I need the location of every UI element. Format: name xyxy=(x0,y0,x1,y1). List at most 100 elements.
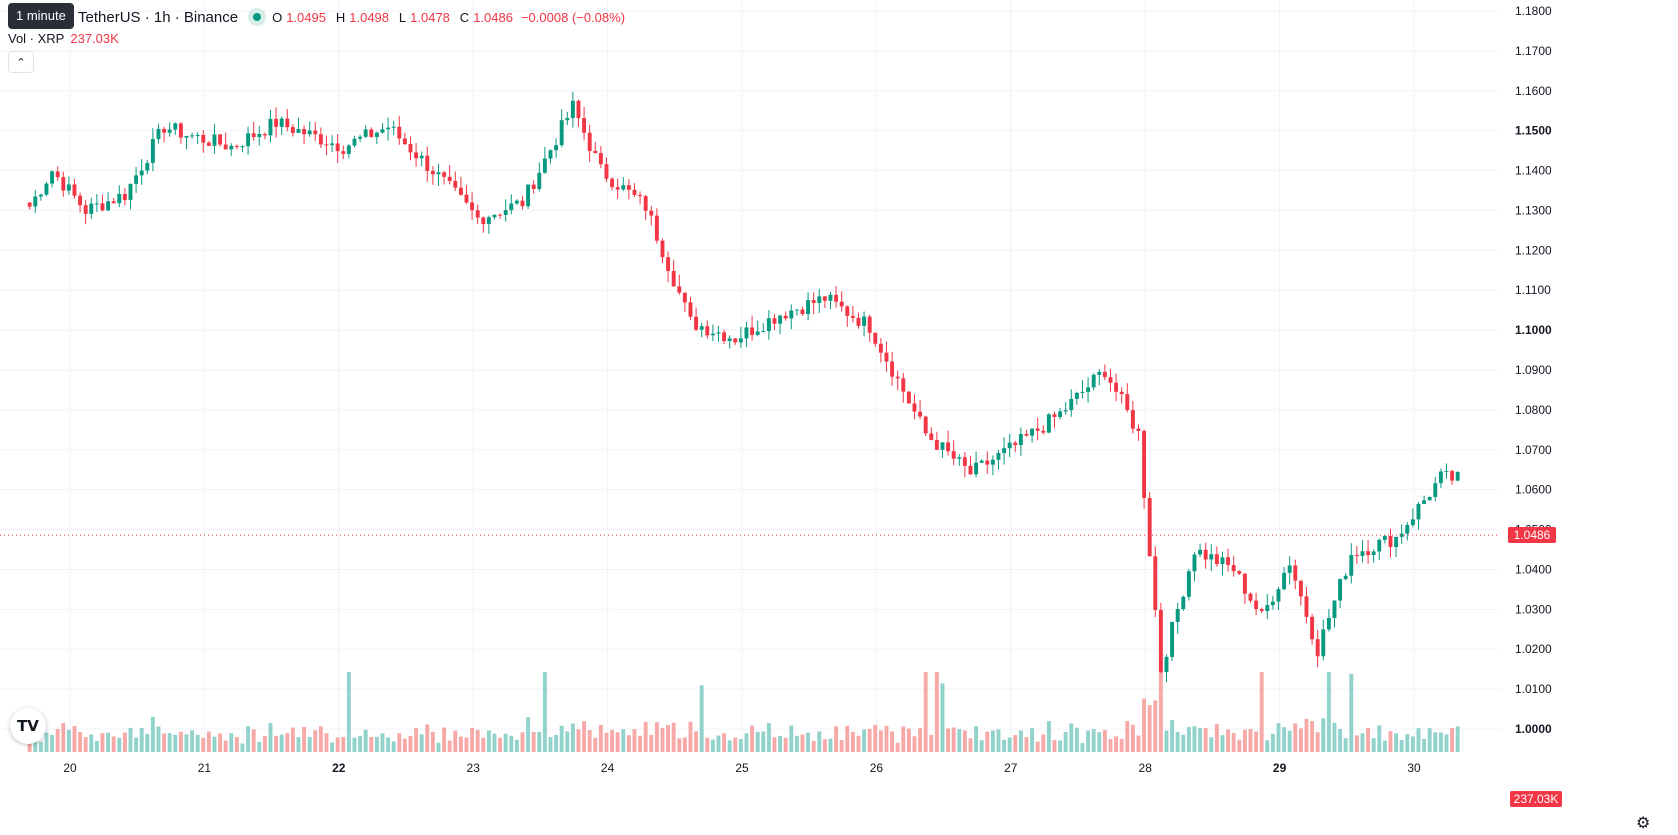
candle-body xyxy=(134,175,139,184)
candle-body xyxy=(475,210,480,218)
candle-body xyxy=(962,457,967,466)
tradingview-logo-icon[interactable]: TV xyxy=(10,708,46,744)
volume-bar xyxy=(1069,723,1074,752)
volume-bar xyxy=(621,729,626,752)
volume-bar xyxy=(990,730,995,752)
volume-bar xyxy=(962,730,967,752)
volume-bar xyxy=(1371,738,1376,752)
volume-bar xyxy=(285,733,290,752)
volume-bar xyxy=(195,734,200,752)
time-tick-label: 29 xyxy=(1273,761,1287,775)
candle-body xyxy=(996,453,1001,460)
volume-bar xyxy=(1377,725,1382,752)
volume-bar xyxy=(1114,736,1119,752)
volume-bar xyxy=(968,738,973,752)
volume-bar xyxy=(1237,739,1242,752)
candle-body xyxy=(1203,549,1208,560)
candle-body xyxy=(688,302,693,317)
candle-body xyxy=(1310,616,1315,640)
candle-body xyxy=(44,183,49,195)
volume-bar xyxy=(1276,723,1281,752)
volume-bar xyxy=(498,737,503,752)
candle-body xyxy=(576,100,581,119)
volume-bar xyxy=(229,733,234,752)
volume-bar xyxy=(1343,738,1348,752)
volume-bar xyxy=(817,731,822,752)
market-status-icon[interactable] xyxy=(248,8,267,26)
collapse-legend-button[interactable]: ⌃ xyxy=(8,51,34,73)
price-tick-label: 1.0700 xyxy=(1515,443,1552,457)
candle-body xyxy=(402,138,407,145)
volume-bar xyxy=(94,740,99,752)
symbol-legend: TetherUS · 1h · Binance O 1.0495 H 1.0498 … xyxy=(8,6,625,28)
candle-body xyxy=(1276,589,1281,602)
volume-bar xyxy=(565,731,570,752)
candle-body xyxy=(554,145,559,151)
candle-body xyxy=(425,155,430,171)
volume-bar xyxy=(733,737,738,752)
settings-gear-icon[interactable]: ⚙ xyxy=(1636,815,1651,832)
close-value: 1.0486 xyxy=(473,10,513,25)
volume-bar xyxy=(223,740,228,752)
candle-body xyxy=(1074,392,1079,399)
candle-body xyxy=(1405,525,1410,534)
volume-bar xyxy=(1326,672,1331,752)
open-value: 1.0495 xyxy=(286,10,326,25)
volume-bar xyxy=(1298,728,1303,752)
candle-body xyxy=(117,194,122,204)
candle-body xyxy=(1349,555,1354,576)
interval-tooltip: 1 minute xyxy=(8,3,74,29)
volume-bar xyxy=(1360,733,1365,752)
candle-body xyxy=(1125,394,1130,411)
candle-body xyxy=(1153,556,1158,610)
candle-body xyxy=(520,200,525,207)
volume-bar xyxy=(1231,733,1236,752)
volume-bar xyxy=(1147,705,1152,752)
candle-body xyxy=(1086,387,1091,392)
volume-bar xyxy=(61,723,66,752)
volume-bar xyxy=(537,731,542,752)
candle-body xyxy=(195,134,200,136)
candle-body xyxy=(1382,535,1387,540)
candle-body xyxy=(296,129,301,133)
volume-bar xyxy=(1366,727,1371,752)
symbol-title[interactable]: TetherUS · 1h · Binance xyxy=(78,8,239,26)
candle-body xyxy=(806,300,811,315)
candle-body xyxy=(1175,609,1180,622)
candle-body xyxy=(94,203,99,205)
candle-body xyxy=(106,201,111,211)
candle-body xyxy=(828,294,833,301)
volume-bar xyxy=(1416,728,1421,752)
price-tick-label: 1.0400 xyxy=(1515,562,1552,576)
candle-body xyxy=(1220,557,1225,565)
price-tick-label: 1.1700 xyxy=(1515,44,1552,58)
candle-body xyxy=(626,185,631,190)
volume-bar xyxy=(1080,743,1085,752)
volume-bar xyxy=(1310,721,1315,752)
candle-body xyxy=(682,292,687,303)
candle-body xyxy=(391,126,396,128)
candle-body xyxy=(1444,471,1449,473)
volume-legend[interactable]: Vol · XRP 237.03K xyxy=(8,31,119,46)
candle-body xyxy=(274,118,279,127)
volume-bar xyxy=(1220,735,1225,752)
candle-body xyxy=(1013,442,1018,446)
candle-body xyxy=(559,120,564,146)
volume-bar xyxy=(1226,729,1231,752)
volume-bar xyxy=(738,738,743,752)
volume-bar xyxy=(1063,731,1068,752)
volume-bar xyxy=(834,726,839,752)
volume-bar xyxy=(694,731,699,752)
candle-body xyxy=(1433,483,1438,497)
candle-body xyxy=(884,352,889,362)
candle-body xyxy=(1450,471,1455,481)
candle-body xyxy=(649,210,654,216)
candle-body xyxy=(531,184,536,190)
time-tick-label: 23 xyxy=(467,761,481,775)
candle-body xyxy=(1147,497,1152,557)
candle-body xyxy=(1080,391,1085,393)
volume-bar xyxy=(923,672,928,752)
candle-body xyxy=(565,118,570,121)
volume-bar xyxy=(262,736,267,752)
